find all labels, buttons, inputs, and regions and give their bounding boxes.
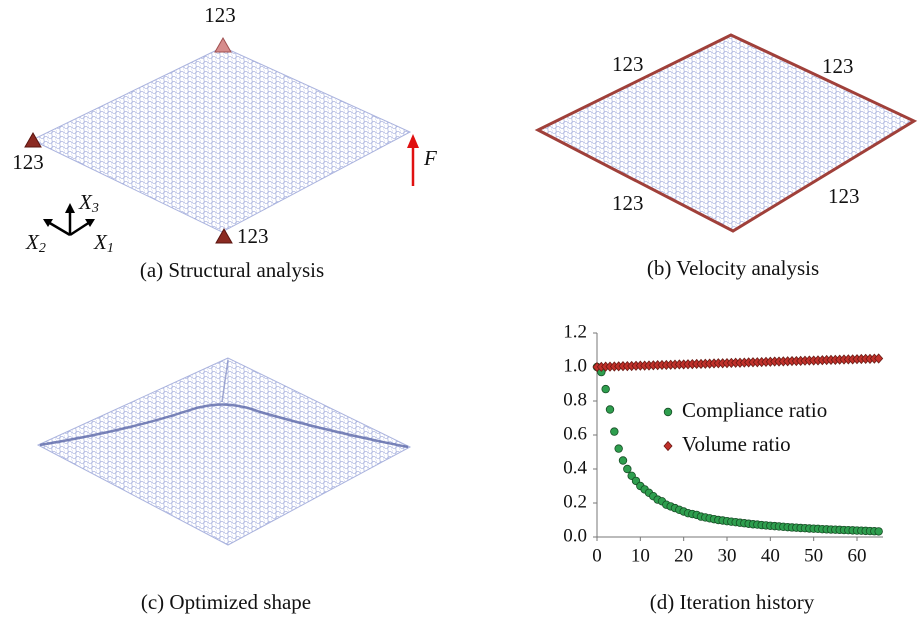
edge-label: 123 — [612, 52, 644, 76]
x-tick-label: 50 — [804, 545, 823, 566]
point — [615, 445, 623, 453]
support-label: 123 — [12, 150, 44, 174]
edge-label: 123 — [828, 184, 860, 208]
caption: (d) Iteration history — [650, 590, 815, 614]
x-tick-label: 60 — [848, 545, 867, 566]
axis-label-base: X — [25, 230, 40, 254]
axis-label-sub: 1 — [107, 241, 114, 256]
axis-label-base: X — [78, 190, 93, 214]
y-tick-label: 0.0 — [563, 525, 587, 546]
y-tick-label: 0.8 — [563, 389, 587, 410]
x-tick-label: 30 — [718, 545, 737, 566]
point — [624, 465, 632, 473]
x-tick-label: 0 — [592, 545, 602, 566]
axis-label: X1 — [93, 230, 114, 256]
edge-label: 123 — [822, 54, 854, 78]
point — [875, 528, 883, 536]
force-arrowhead — [407, 134, 419, 148]
support — [216, 229, 232, 243]
panel-c: (c) Optimized shape — [38, 358, 410, 614]
axis-label: X3 — [78, 190, 99, 216]
axis-label: X2 — [25, 230, 46, 256]
panel-b: 123 123 123 123 (b) Velocity analysis — [538, 35, 914, 280]
x-tick-label: 10 — [631, 545, 650, 566]
y-tick-label: 1.0 — [563, 355, 587, 376]
legend-label: Volume ratio — [682, 432, 791, 456]
y-tick-label: 0.4 — [563, 457, 587, 478]
caption: (b) Velocity analysis — [647, 256, 819, 280]
force-label: F — [423, 146, 437, 170]
legend-marker — [664, 442, 672, 451]
axis-label-base: X — [93, 230, 108, 254]
panel-a: 123 123 123 F X1 X2 X3 (a) Structural an… — [12, 3, 437, 282]
point — [602, 385, 610, 393]
x-tick-label: 40 — [761, 545, 780, 566]
figure: 123 123 123 F X1 X2 X3 (a) Structural an… — [0, 0, 918, 620]
support-label: 123 — [204, 3, 236, 27]
legend-marker — [664, 408, 672, 416]
y-tick-label: 0.2 — [563, 491, 587, 512]
point — [606, 406, 614, 414]
caption: (a) Structural analysis — [140, 258, 324, 282]
support — [215, 38, 231, 52]
support-label: 123 — [237, 224, 269, 248]
panel-d: (d) Iteration history 0.0 0.2 0.4 0.6 0.8 1.0… — [563, 321, 883, 613]
point — [619, 457, 627, 465]
y-tick-label: 0.6 — [563, 423, 587, 444]
arrowhead — [65, 203, 75, 213]
axis-label-sub: 2 — [39, 241, 46, 256]
y-tick-label: 1.2 — [563, 321, 587, 342]
caption: (c) Optimized shape — [141, 590, 311, 614]
axis-label-sub: 3 — [91, 201, 99, 216]
edge-label: 123 — [612, 191, 644, 215]
legend-label: Compliance ratio — [682, 398, 827, 422]
x-tick-label: 20 — [674, 545, 693, 566]
point — [611, 428, 619, 436]
